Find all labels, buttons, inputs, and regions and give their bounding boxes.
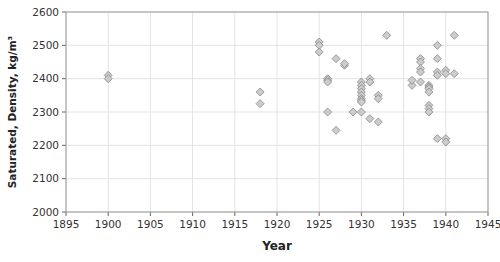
tick-x	[277, 212, 278, 216]
point	[357, 98, 365, 106]
tick-x	[108, 212, 109, 216]
tick-y	[62, 112, 66, 113]
tick-label-y: 2200	[32, 139, 59, 151]
tick-label-x: 1915	[221, 218, 248, 230]
tick-y	[62, 178, 66, 179]
point	[383, 31, 391, 39]
point	[332, 55, 340, 63]
point	[433, 55, 441, 63]
grid-line-y	[66, 145, 488, 146]
point	[349, 108, 357, 116]
axes: 1895 1900 1905 1910 1915 1920 1925 1930 1935 1940…	[32, 6, 500, 230]
point	[374, 95, 382, 103]
tick-label-y: 2100	[32, 172, 59, 184]
point	[366, 78, 374, 86]
x-axis-label: Year	[261, 239, 292, 253]
tick-x	[192, 212, 193, 216]
point	[433, 41, 441, 49]
point	[315, 48, 323, 56]
tick-x	[234, 212, 235, 216]
point	[450, 70, 458, 78]
tick-label-x: 1905	[137, 218, 164, 230]
tick-label-y: 2400	[32, 72, 59, 84]
tick-y	[62, 212, 66, 213]
points	[104, 31, 458, 146]
tick-label-x: 1935	[390, 218, 417, 230]
tick-label-x: 1910	[179, 218, 206, 230]
point	[416, 68, 424, 76]
point	[450, 31, 458, 39]
plot-background	[66, 12, 488, 212]
grid-line-y	[66, 78, 488, 79]
point	[433, 71, 441, 79]
tick-y	[62, 12, 66, 13]
y-axis-label: Saturated, Density, kg/m³	[6, 35, 18, 188]
tick-x	[361, 212, 362, 216]
point	[104, 75, 112, 83]
point	[324, 108, 332, 116]
tick-label-x: 1930	[348, 218, 375, 230]
point	[357, 108, 365, 116]
point	[433, 135, 441, 143]
tick-label-x: 1895	[53, 218, 80, 230]
grid-line-y	[66, 178, 488, 179]
tick-label-x: 1900	[95, 218, 122, 230]
point	[341, 60, 349, 68]
point	[324, 78, 332, 86]
point	[256, 88, 264, 96]
tick-label-x: 1920	[264, 218, 291, 230]
point	[366, 115, 374, 123]
tick-label-y: 2300	[32, 106, 59, 118]
plot-frame	[66, 12, 488, 212]
point	[442, 138, 450, 146]
tick-label-x: 1945	[475, 218, 500, 230]
grid	[66, 12, 488, 212]
tick-x	[319, 212, 320, 216]
tick-label-x: 1925	[306, 218, 333, 230]
tick-y	[62, 78, 66, 79]
point	[256, 100, 264, 108]
tick-y	[62, 45, 66, 46]
tick-x	[488, 212, 489, 216]
point	[425, 88, 433, 96]
point	[425, 108, 433, 116]
tick-x	[150, 212, 151, 216]
tick-x	[66, 212, 67, 216]
tick-x	[403, 212, 404, 216]
chart: 1895 1900 1905 1910 1915 1920 1925 1930 1935 1940…	[0, 0, 500, 262]
point	[442, 70, 450, 78]
tick-y	[62, 145, 66, 146]
point	[332, 126, 340, 134]
tick-label-y: 2600	[32, 6, 59, 18]
point	[416, 78, 424, 86]
grid-line-y	[66, 45, 488, 46]
tick-label-y: 2000	[32, 206, 59, 218]
tick-label-x: 1940	[432, 218, 459, 230]
tick-x	[445, 212, 446, 216]
tick-label-y: 2500	[32, 39, 59, 51]
point	[408, 76, 416, 84]
point	[374, 118, 382, 126]
